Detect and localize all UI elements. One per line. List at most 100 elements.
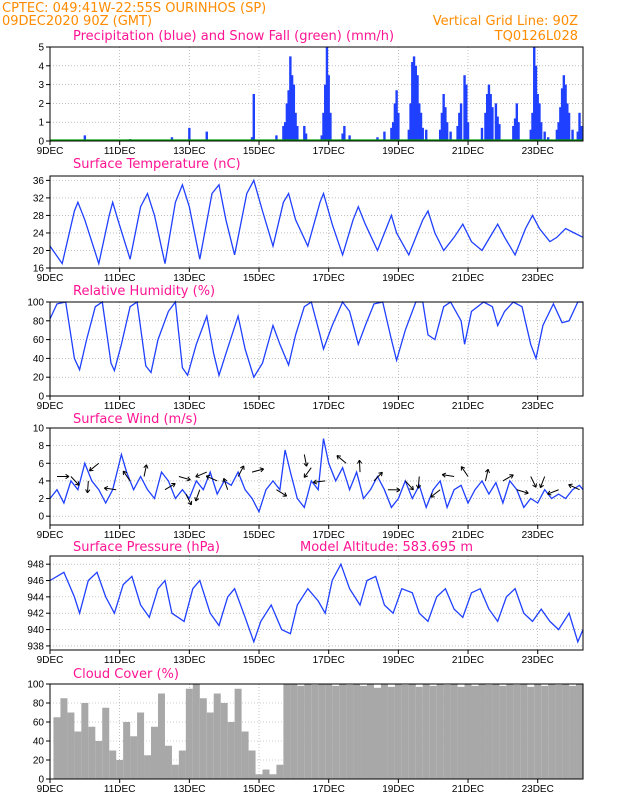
wind-vector-head bbox=[206, 474, 211, 477]
precip-bar bbox=[487, 84, 491, 141]
cloud-ytick-label: 100 bbox=[27, 680, 44, 691]
precip-bar bbox=[285, 103, 289, 141]
cloud-xtick-label: 15DEC bbox=[243, 784, 275, 795]
cloud-bar bbox=[192, 684, 200, 779]
precip-bar bbox=[480, 127, 484, 141]
wind-vector-head bbox=[359, 459, 363, 464]
wind-vector-head bbox=[568, 484, 572, 489]
rh-xtick-label: 23DEC bbox=[522, 401, 554, 412]
cloud-bar bbox=[81, 703, 89, 779]
wind-xtick-label: 23DEC bbox=[522, 530, 554, 541]
cloud-bar bbox=[562, 684, 570, 779]
rh-ytick-label: 80 bbox=[33, 316, 45, 327]
precip-ytick-label: 0 bbox=[38, 137, 44, 148]
precip-xtick-label: 15DEC bbox=[243, 146, 275, 157]
wind-vector-head bbox=[524, 492, 529, 495]
precip-bar bbox=[517, 122, 520, 141]
precip-bar bbox=[324, 84, 327, 141]
cloud-bar bbox=[276, 764, 284, 779]
cloud-xtick-label: 9DEC bbox=[37, 784, 64, 795]
wind-vector-head bbox=[547, 490, 551, 495]
precip-bar bbox=[376, 137, 379, 141]
precip-xtick-label: 11DEC bbox=[104, 146, 136, 157]
precip-bar bbox=[560, 88, 564, 141]
cloud-xtick-label: 11DEC bbox=[104, 784, 136, 795]
cloud-bar bbox=[471, 685, 479, 779]
cloud-title: Cloud Cover (%) bbox=[73, 667, 179, 682]
wind-vector bbox=[70, 476, 80, 486]
wind-vector-head bbox=[123, 470, 128, 474]
cloud-ytick-label: 0 bbox=[38, 775, 44, 786]
precip-bar bbox=[438, 129, 442, 141]
wind-vector-head bbox=[85, 489, 88, 494]
wind-vector bbox=[178, 476, 191, 481]
wind-vector-head bbox=[409, 488, 414, 491]
wind-vector-head bbox=[77, 481, 80, 486]
precip-bar bbox=[580, 125, 583, 141]
cloud-bar bbox=[360, 685, 368, 779]
wind-vector-head bbox=[195, 498, 200, 502]
precip-bar bbox=[205, 131, 208, 141]
wind-vector bbox=[185, 493, 192, 506]
precip-bar bbox=[393, 103, 397, 141]
precip-bar bbox=[539, 122, 543, 141]
precip-bar bbox=[329, 112, 332, 141]
precip-bar bbox=[543, 131, 546, 141]
precip-bar bbox=[391, 122, 395, 141]
wind-vector-head bbox=[415, 484, 419, 489]
precip-bar bbox=[458, 112, 461, 141]
wind-vector-head bbox=[65, 476, 70, 480]
wind-vector-head bbox=[75, 483, 80, 486]
model-altitude: Model Altitude: 583.695 m bbox=[300, 540, 473, 555]
precip-bar bbox=[533, 47, 536, 141]
precip-bar bbox=[496, 116, 499, 141]
cloud-bar bbox=[137, 712, 145, 779]
precip-bar bbox=[407, 129, 411, 141]
precip-bar bbox=[557, 122, 560, 141]
wind-vector bbox=[195, 471, 207, 478]
wind-title: Surface Wind (m/s) bbox=[73, 412, 197, 427]
precip-bar bbox=[484, 112, 487, 141]
precip-bar bbox=[421, 127, 424, 141]
wind-vector-head bbox=[306, 462, 309, 467]
cloud-bar bbox=[513, 684, 521, 779]
cloud-bar bbox=[248, 750, 256, 779]
rh-ytick-label: 40 bbox=[33, 354, 45, 365]
run-date: 09DEC2020 90Z (GMT) bbox=[2, 14, 152, 29]
precip-bar bbox=[418, 103, 421, 141]
precip-title: Precipitation (blue) and Snow Fall (gree… bbox=[73, 29, 394, 44]
cloud-bar bbox=[527, 686, 535, 779]
rh-xtick-label: 19DEC bbox=[382, 401, 414, 412]
precip-bar bbox=[170, 137, 174, 141]
temp-ytick-label: 32 bbox=[33, 193, 45, 204]
pres-ytick-label: 942 bbox=[27, 609, 44, 620]
precip-xtick-label: 17DEC bbox=[313, 146, 345, 157]
wind-vector-head bbox=[461, 466, 466, 469]
cloud-ytick-label: 80 bbox=[33, 699, 45, 710]
temp-xtick-label: 11DEC bbox=[104, 273, 136, 284]
wind-vector-head bbox=[532, 484, 537, 488]
precip-bar bbox=[536, 94, 539, 141]
precip-bar bbox=[290, 75, 294, 141]
cloud-bar bbox=[206, 712, 214, 779]
precip-xtick-label: 19DEC bbox=[382, 146, 414, 157]
wind-vector-head bbox=[240, 465, 244, 469]
cloud-bar bbox=[499, 685, 507, 779]
precip-bar bbox=[292, 84, 296, 141]
wind-vector-head bbox=[88, 466, 92, 471]
wind-vector-head bbox=[195, 473, 199, 478]
wind-panel: Surface Wind (m/s) 0 2 4 6 8 10 9DEC 11DEC 13DEC… bbox=[33, 412, 584, 541]
precip-bar bbox=[322, 112, 325, 141]
wind-vector-head bbox=[412, 485, 414, 490]
pres-ytick-label: 944 bbox=[27, 592, 44, 603]
wind-vector bbox=[442, 474, 455, 477]
cloud-bar bbox=[450, 684, 458, 779]
cloud-bar bbox=[541, 685, 549, 779]
cloud-bar bbox=[74, 731, 82, 779]
cloud-bar bbox=[548, 684, 556, 779]
wind-vector bbox=[568, 484, 580, 491]
precip-bar bbox=[282, 125, 285, 141]
wind-vector-head bbox=[487, 469, 490, 474]
precip-bar bbox=[513, 118, 517, 141]
